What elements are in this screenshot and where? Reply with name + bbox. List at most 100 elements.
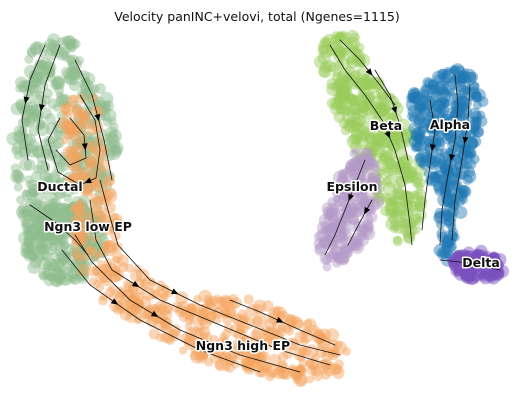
cell-point bbox=[448, 242, 457, 252]
cell-point bbox=[376, 104, 386, 114]
cell-point bbox=[447, 168, 462, 183]
cell-point bbox=[466, 265, 478, 277]
streamline-arrowhead bbox=[449, 153, 456, 162]
cell-point bbox=[357, 102, 369, 114]
cell-point bbox=[48, 261, 60, 272]
cell-point bbox=[371, 192, 381, 201]
cell-point bbox=[333, 101, 342, 110]
cell-point bbox=[55, 271, 66, 282]
cell-point bbox=[236, 324, 246, 334]
cell-point bbox=[108, 292, 118, 303]
cell-point bbox=[58, 216, 70, 228]
cell-point bbox=[18, 84, 28, 93]
cell-point bbox=[322, 362, 337, 377]
cell-point bbox=[76, 206, 87, 217]
cell-point bbox=[357, 155, 369, 168]
cell-point bbox=[91, 251, 101, 261]
cell-point bbox=[68, 137, 81, 151]
cell-point bbox=[377, 112, 391, 126]
cell-point bbox=[371, 179, 386, 194]
cell-point bbox=[57, 37, 67, 47]
cell-point bbox=[32, 216, 46, 230]
cell-point bbox=[360, 77, 374, 91]
cell-point bbox=[12, 142, 23, 153]
cell-point bbox=[390, 130, 403, 143]
cell-point bbox=[298, 347, 308, 356]
cell-point bbox=[21, 189, 30, 198]
cell-point bbox=[439, 97, 450, 107]
cell-point bbox=[416, 203, 426, 213]
cell-point bbox=[197, 309, 209, 321]
cell-point bbox=[79, 255, 88, 264]
cell-point bbox=[488, 262, 499, 273]
cell-point bbox=[37, 224, 52, 239]
cell-point bbox=[23, 235, 32, 244]
cell-point bbox=[439, 122, 448, 131]
cell-point bbox=[336, 82, 350, 97]
cell-point bbox=[385, 196, 396, 207]
cell-point bbox=[131, 291, 144, 305]
cell-point bbox=[351, 69, 362, 79]
cell-point bbox=[450, 257, 462, 268]
cell-point bbox=[469, 154, 480, 165]
cell-point bbox=[26, 234, 38, 246]
cell-point bbox=[263, 363, 272, 372]
cell-point bbox=[339, 228, 352, 241]
cell-point bbox=[350, 121, 361, 132]
cell-point bbox=[26, 245, 35, 254]
cell-point bbox=[47, 98, 59, 110]
cell-point bbox=[337, 233, 349, 245]
cell-point bbox=[464, 273, 474, 283]
cell-point bbox=[84, 212, 98, 226]
cell-point bbox=[85, 207, 96, 218]
cell-point bbox=[314, 243, 327, 256]
cell-point bbox=[228, 293, 239, 304]
cell-point bbox=[369, 140, 382, 152]
cell-point bbox=[43, 267, 57, 281]
cell-point bbox=[60, 183, 75, 198]
cell-point bbox=[343, 72, 353, 82]
cell-point bbox=[346, 93, 360, 107]
cell-point bbox=[437, 121, 448, 132]
cell-point bbox=[348, 183, 363, 197]
cell-point bbox=[126, 304, 140, 317]
cell-point bbox=[47, 73, 56, 83]
cell-point bbox=[40, 219, 52, 231]
cell-point bbox=[38, 250, 50, 261]
cell-point bbox=[358, 197, 371, 210]
cell-point bbox=[251, 315, 263, 327]
cell-point bbox=[452, 153, 463, 163]
cell-point bbox=[289, 315, 300, 325]
cell-point bbox=[42, 88, 53, 99]
cell-point bbox=[462, 145, 475, 158]
cell-point bbox=[21, 220, 31, 230]
cell-point bbox=[31, 145, 45, 159]
cell-point bbox=[363, 79, 374, 91]
cell-point bbox=[90, 204, 103, 217]
cell-point bbox=[72, 105, 82, 114]
cell-point bbox=[66, 201, 79, 215]
cell-point bbox=[216, 350, 228, 362]
cell-point bbox=[335, 91, 346, 101]
cell-point bbox=[335, 231, 348, 244]
cell-point bbox=[121, 289, 135, 303]
cell-point bbox=[367, 169, 382, 184]
cell-point bbox=[364, 132, 376, 144]
cell-point bbox=[84, 137, 98, 151]
cell-point bbox=[388, 194, 399, 205]
cell-point bbox=[26, 223, 40, 237]
cell-point bbox=[453, 80, 466, 93]
cell-point bbox=[80, 181, 94, 194]
cell-point bbox=[40, 64, 55, 79]
cell-point bbox=[462, 71, 477, 86]
cell-point bbox=[52, 75, 65, 88]
cell-point bbox=[80, 116, 94, 129]
cell-point bbox=[363, 97, 373, 107]
cell-point bbox=[102, 117, 113, 127]
cell-point bbox=[340, 225, 350, 236]
cell-point bbox=[446, 190, 455, 199]
cell-point bbox=[99, 173, 109, 184]
cell-point bbox=[472, 249, 482, 258]
cell-point bbox=[24, 116, 36, 128]
cell-point bbox=[204, 357, 214, 367]
